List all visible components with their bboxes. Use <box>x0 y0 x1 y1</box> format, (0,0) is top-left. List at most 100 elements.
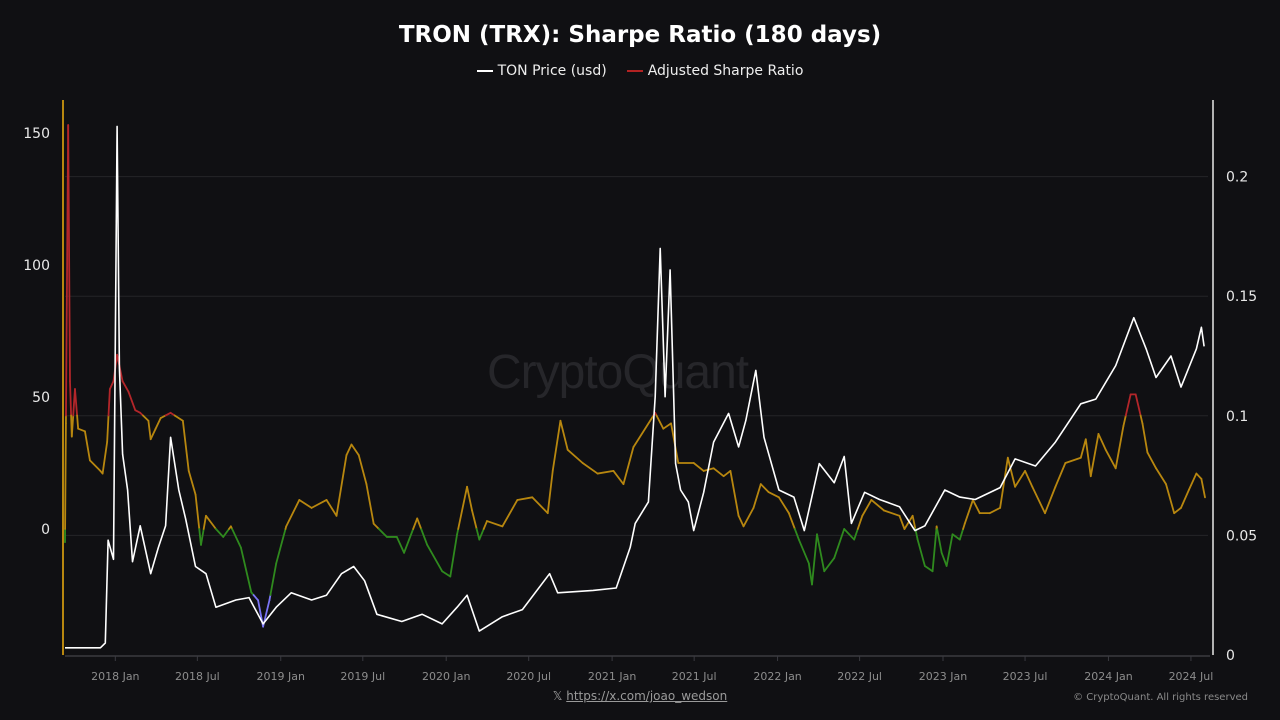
sharpe-segment <box>551 419 562 472</box>
x-tick-label: 2023 Jul <box>1003 670 1048 683</box>
sharpe-segment <box>1079 438 1087 459</box>
legend-item-price[interactable]: TON Price (usd) <box>476 63 607 79</box>
sharpe-segment <box>486 520 504 528</box>
sharpe-segment <box>566 448 584 464</box>
sharpe-segment <box>159 414 167 420</box>
sharpe-segment <box>1139 414 1144 425</box>
sharpe-segment <box>988 506 1002 515</box>
sharpe-segment <box>275 528 287 565</box>
sharpe-segment <box>833 528 846 559</box>
sharpe-segment <box>231 528 242 549</box>
y-left-tick-label: 100 <box>23 258 50 274</box>
sharpe-segment <box>501 499 519 528</box>
sharpe-segment <box>84 430 91 462</box>
x-tick-label: 2021 Jan <box>588 670 636 683</box>
sharpe-segment <box>426 543 444 573</box>
sharpe-segment <box>70 414 75 438</box>
sharpe-segment <box>632 414 655 449</box>
sharpe-segment <box>89 459 102 472</box>
sharpe-segment <box>767 491 780 499</box>
sharpe-segment <box>962 522 966 530</box>
sharpe-segment <box>1188 472 1198 491</box>
footer-social: 𝕏 https://x.com/joao_wedson <box>0 689 1280 703</box>
sharpe-segment <box>531 496 549 515</box>
sharpe-segment <box>940 551 948 567</box>
author-link[interactable]: https://x.com/joao_wedson <box>566 689 728 703</box>
legend-swatch-price <box>476 70 493 72</box>
sharpe-segment <box>449 533 458 578</box>
x-tick-label: 2019 Jan <box>257 670 305 683</box>
sharpe-segment <box>1097 433 1107 451</box>
sharpe-segment <box>194 493 201 530</box>
sharpe-segment <box>655 414 665 430</box>
x-tick-label: 2021 Jul <box>672 670 717 683</box>
sharpe-segment <box>999 456 1009 509</box>
sharpe-segment <box>816 533 826 573</box>
y-right-tick-label: 0 <box>1226 648 1235 664</box>
sharpe-segment <box>911 514 917 530</box>
sharpe-segment <box>372 522 380 530</box>
sharpe-segment <box>69 380 73 417</box>
sharpe-segment <box>778 496 790 515</box>
x-tick-label: 2018 Jan <box>91 670 139 683</box>
sharpe-segment <box>712 467 725 478</box>
sharpe-segment <box>1031 485 1046 515</box>
legend-label-sharpe: Adjusted Sharpe Ratio <box>647 63 804 79</box>
sharpe-segment <box>173 414 184 422</box>
sharpe-segment <box>1124 393 1132 417</box>
sharpe-segment <box>471 509 478 530</box>
sharpe-segment <box>108 380 115 390</box>
sharpe-segment <box>843 528 856 541</box>
sharpe-segment <box>345 443 353 456</box>
legend-item-sharpe[interactable]: Adjusted Sharpe Ratio <box>626 63 804 79</box>
sharpe-segment <box>420 528 429 546</box>
sharpe-segment <box>1006 456 1016 488</box>
sharpe-segment <box>202 514 207 530</box>
sharpe-segment <box>181 419 190 472</box>
sharpe-segment <box>1141 422 1149 454</box>
sharpe-segment <box>861 499 873 517</box>
sharpe-segment <box>101 440 109 475</box>
legend-label-price: TON Price (usd) <box>497 63 607 79</box>
sharpe-segment <box>357 454 368 486</box>
sharpe-segment <box>310 499 328 509</box>
sharpe-segment <box>74 388 78 417</box>
sharpe-segment <box>692 462 705 472</box>
sharpe-segment <box>1114 425 1125 470</box>
sharpe-segment <box>737 514 745 528</box>
sharpe-segment <box>559 419 569 451</box>
sharpe-segment <box>883 509 901 517</box>
sharpe-segment <box>1044 485 1057 515</box>
y-left-tick-label: 150 <box>23 126 50 142</box>
y-right-tick-label: 0.05 <box>1226 528 1257 544</box>
y-right-tick-label: 0.2 <box>1226 170 1248 186</box>
sharpe-segment <box>335 454 348 517</box>
sharpe-segment <box>478 528 485 541</box>
sharpe-segment <box>164 411 172 417</box>
sharpe-segment <box>482 520 488 530</box>
sharpe-segment <box>752 483 762 509</box>
price-line <box>65 125 1205 649</box>
sharpe-segment <box>793 528 800 541</box>
chart-title: TRON (TRX): Sharpe Ratio (180 days) <box>398 22 882 48</box>
sharpe-segment <box>722 470 732 478</box>
sharpe-segment <box>972 499 981 515</box>
legend: TON Price (usd) Adjusted Sharpe Ratio <box>0 63 1280 79</box>
sharpe-segment <box>269 562 278 596</box>
sharpe-segment <box>1104 448 1117 470</box>
sharpe-segment <box>76 414 80 430</box>
sharpe-segment <box>662 422 672 430</box>
sharpe-segment <box>622 446 635 486</box>
sharpe-segment <box>1134 393 1142 417</box>
sharpe-segment <box>870 499 885 512</box>
x-icon: 𝕏 <box>552 689 563 703</box>
sharpe-segment <box>64 422 67 530</box>
y-left-tick-label: 0 <box>41 522 50 538</box>
x-tick-label: 2024 Jul <box>1169 670 1214 683</box>
sharpe-segment <box>350 443 360 456</box>
y-right-tick-label: 0.1 <box>1226 409 1248 425</box>
x-tick-label: 2020 Jul <box>506 670 551 683</box>
sharpe-segment <box>759 483 770 493</box>
x-tick-label: 2020 Jan <box>422 670 470 683</box>
x-tick-label: 2022 Jul <box>837 670 882 683</box>
